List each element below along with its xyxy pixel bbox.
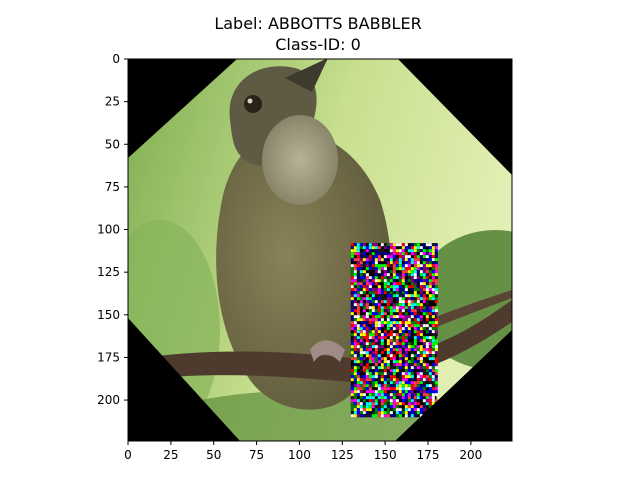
noise-patch (350, 243, 438, 418)
x-tick-label: 0 (124, 448, 132, 462)
y-tick-label: 125 (97, 265, 120, 279)
image-area (128, 59, 512, 441)
y-axis: 0 25 50 75 100 125 150 175 200 (97, 52, 128, 407)
y-tick-label: 75 (105, 180, 120, 194)
y-tick-label: 200 (97, 393, 120, 407)
corner-mask (395, 330, 512, 441)
y-tick-label: 150 (97, 308, 120, 322)
corner-mask (398, 59, 512, 175)
x-tick-label: 175 (417, 448, 440, 462)
x-tick-label: 100 (288, 448, 311, 462)
x-tick-label: 50 (206, 448, 221, 462)
y-tick-label: 0 (112, 52, 120, 66)
bird-throat (262, 115, 338, 205)
x-tick-label: 150 (374, 448, 397, 462)
bird-beak (285, 59, 328, 92)
y-tick-label: 175 (97, 350, 120, 364)
x-tick-label: 125 (331, 448, 354, 462)
x-tick-label: 25 (163, 448, 178, 462)
bird-body (216, 130, 392, 410)
bird-eye (244, 95, 262, 113)
x-axis: 0 25 50 75 100 125 150 175 200 (124, 441, 482, 462)
corner-mask (128, 59, 237, 158)
x-tick-label: 200 (459, 448, 482, 462)
figure-subtitle: Class-ID: 0 (275, 35, 361, 54)
y-tick-label: 100 (97, 223, 120, 237)
x-tick-label: 75 (249, 448, 264, 462)
axes-frame (127, 58, 513, 442)
y-tick-label: 25 (105, 95, 120, 109)
bird-feet (310, 340, 345, 362)
figure-title: Label: ABBOTTS BABBLER (214, 14, 421, 33)
y-tick-label: 50 (105, 137, 120, 151)
corner-mask (128, 318, 240, 441)
